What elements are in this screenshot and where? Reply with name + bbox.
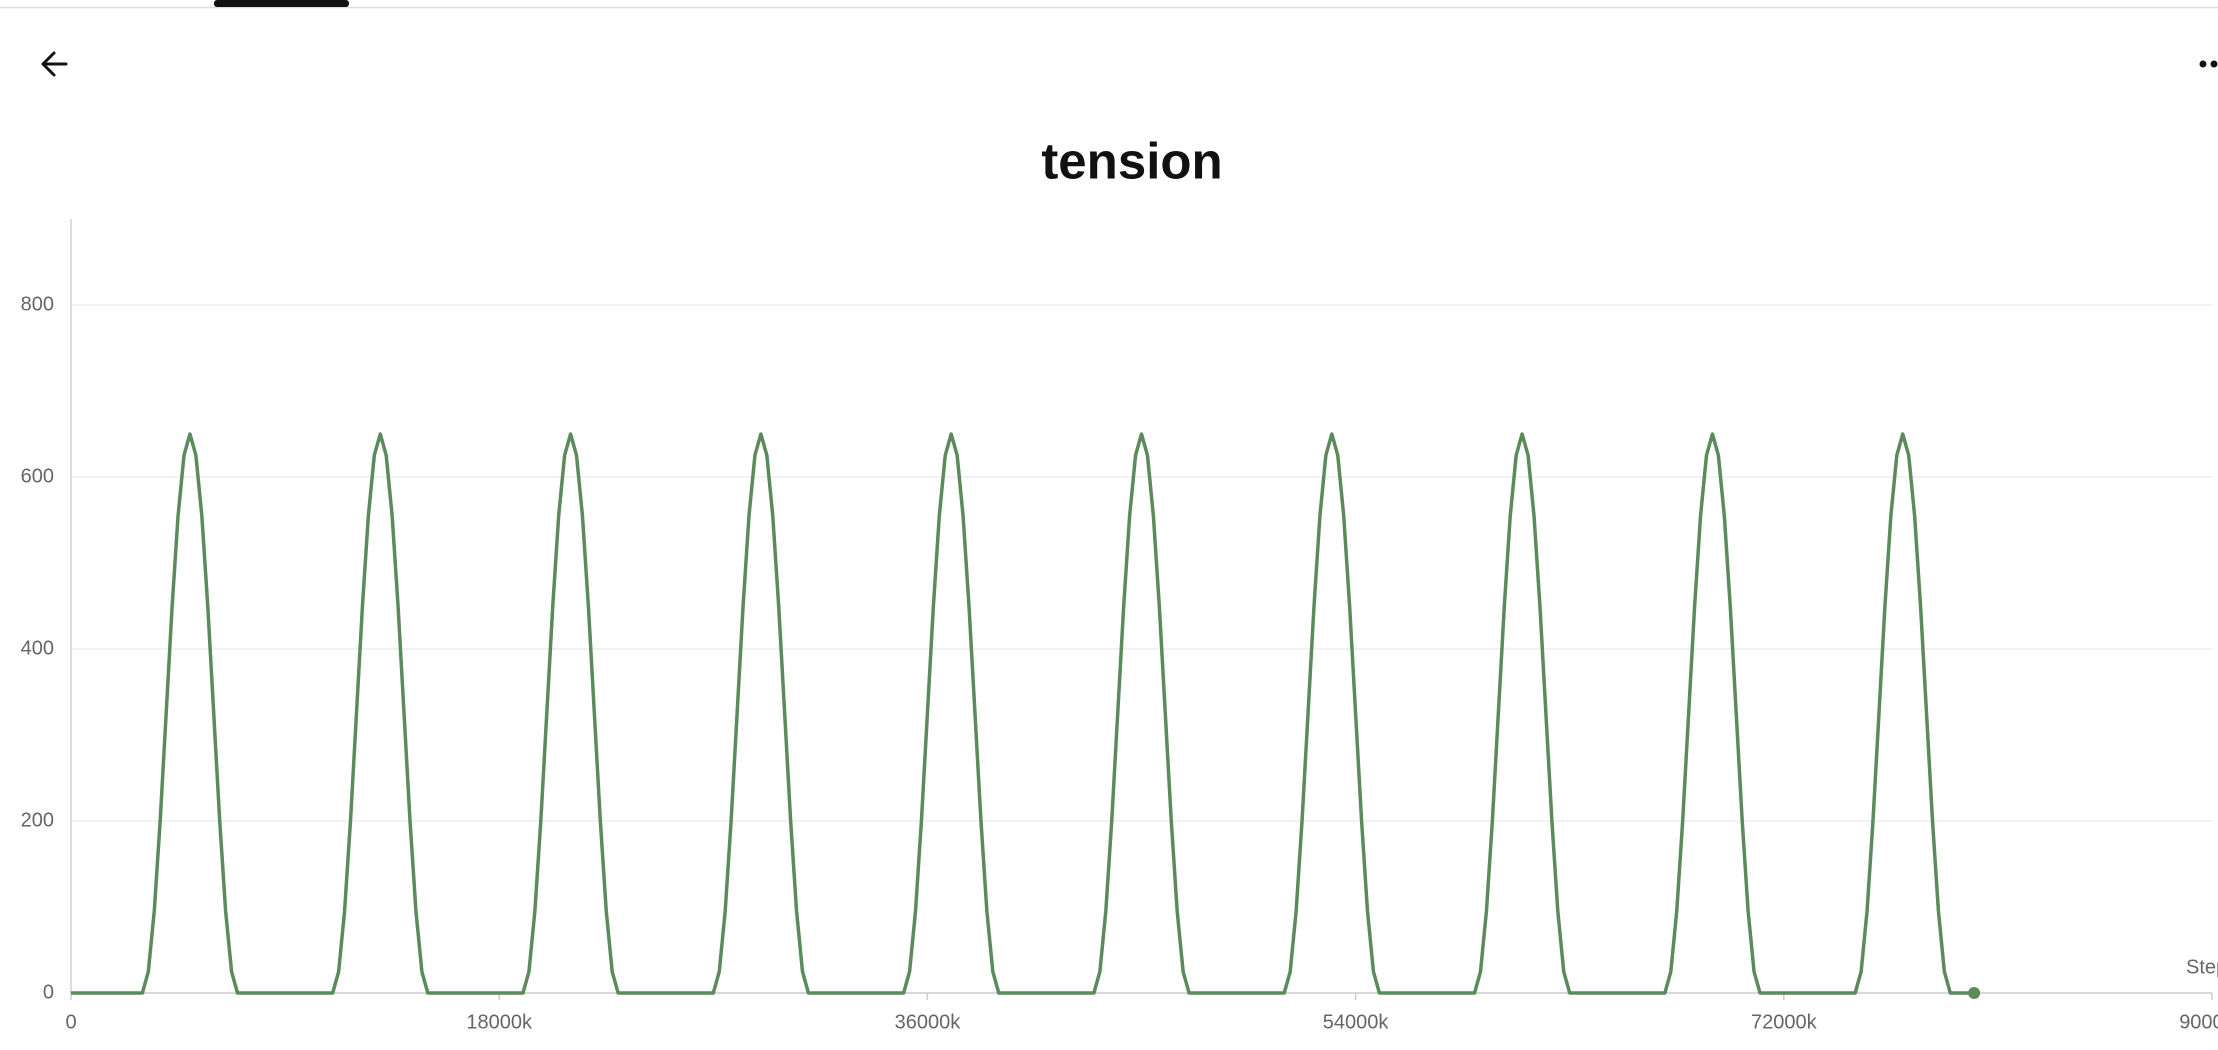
x-tick-label: 18000k: [466, 1011, 533, 1033]
y-tick-label: 0: [43, 981, 54, 1003]
y-tick-label: 400: [21, 637, 54, 659]
y-tick-label: 200: [21, 809, 54, 831]
data-line: [71, 432, 1975, 995]
last-point-marker: [1968, 987, 1981, 999]
back-button[interactable]: [41, 51, 68, 77]
x-tick-label: 90000k: [2179, 1011, 2218, 1033]
y-tick-label: 800: [21, 293, 54, 315]
more-button[interactable]: [2199, 60, 2218, 68]
active-tab-indicator: [214, 0, 349, 7]
x-tick-label: 54000k: [1323, 1011, 1390, 1033]
x-tick-label: 72000k: [1751, 1011, 1818, 1033]
x-tick-label: 36000k: [895, 1011, 962, 1033]
chart-title: tension: [1041, 132, 1222, 189]
x-axis-label: Step: [2186, 956, 2218, 978]
y-tick-label: 600: [21, 465, 54, 487]
x-tick-label: 0: [65, 1011, 76, 1033]
